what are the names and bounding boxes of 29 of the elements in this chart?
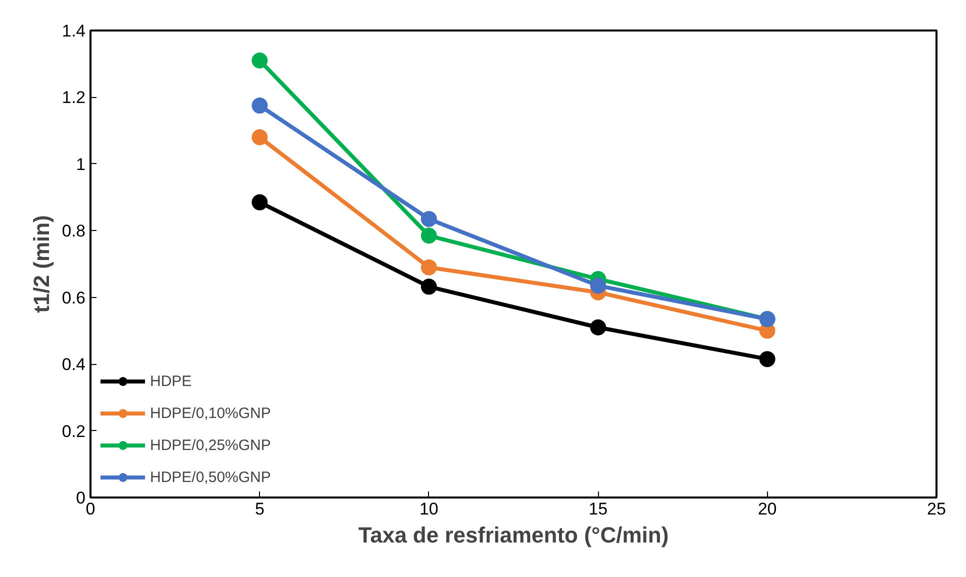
point (420, 259, 437, 276)
y-tick-label: 1.4 (62, 22, 86, 40)
legend-label: HDPE/0,10%GNP (150, 404, 271, 422)
point (420, 210, 437, 227)
point (252, 194, 268, 210)
y-tick-label: 0.2 (62, 422, 86, 441)
point (252, 98, 268, 114)
x-tick-label: 25 (927, 500, 946, 518)
x-tick-label: 20 (758, 500, 777, 518)
point (590, 278, 606, 294)
legend-label: HDPE/0,50%GNP (150, 468, 271, 486)
legend-label: HDPE/0,25%GNP (150, 436, 271, 454)
point (759, 351, 776, 368)
x-tick-label: 5 (254, 500, 264, 518)
y-tick-label: 0.4 (62, 355, 86, 374)
x-axis-title: Taxa de resfriamento (°C/min) (358, 522, 669, 548)
legend-label: HDPE (150, 372, 192, 390)
y-tick-label: 1.2 (62, 88, 86, 108)
x-tick-label: 15 (588, 500, 608, 518)
point (420, 228, 437, 244)
x-tick-label: 10 (419, 500, 438, 518)
point (252, 129, 268, 146)
point (590, 319, 606, 336)
y-axis-title: t1/2 (min) (28, 215, 54, 313)
y-tick-label: 1 (76, 154, 86, 174)
point (420, 278, 437, 295)
y-tick-label: 0.8 (62, 222, 86, 241)
point (252, 52, 268, 69)
y-tick-label: 0.6 (62, 288, 86, 308)
